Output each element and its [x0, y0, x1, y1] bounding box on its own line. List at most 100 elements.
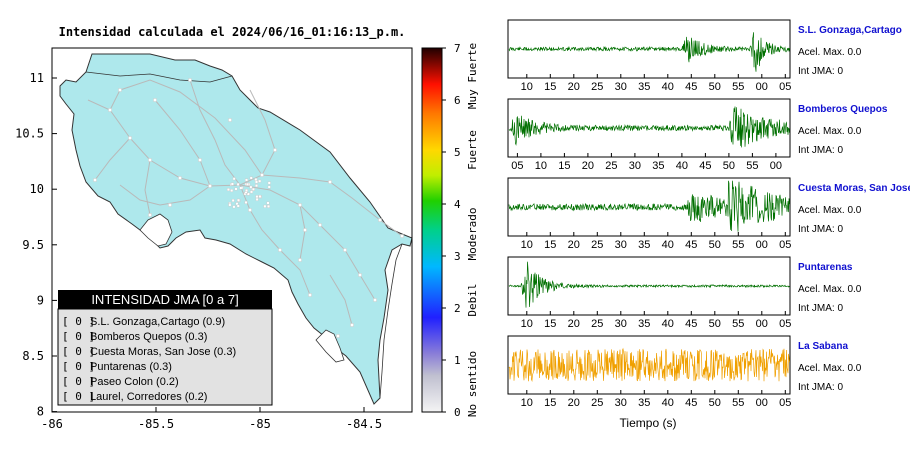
waveform-tick-label: 25 [591, 397, 603, 409]
map-x-tick-label: -85.5 [138, 417, 174, 431]
legend-item: [ 0 ]Laurel, Corredores (0.2) [62, 390, 207, 403]
station-marker [263, 204, 267, 208]
legend-item-intensity: [ 0 ] [62, 375, 95, 388]
station-marker [234, 187, 238, 191]
station-marker [298, 203, 302, 207]
waveform-trace [508, 32, 790, 72]
map-x-tick-label: -85 [249, 417, 271, 431]
station-marker [198, 158, 202, 162]
colorbar-tick-label: 0 [454, 406, 461, 419]
waveform-tick-label: 15 [544, 397, 556, 409]
waveform-trace [508, 106, 790, 148]
station-marker [244, 200, 248, 204]
waveform-tick-label: 35 [652, 160, 664, 172]
waveform-tick-label: 55 [732, 318, 744, 330]
legend-item: [ 0 ]S.L. Gonzaga,Cartago (0.9) [62, 315, 225, 328]
station-marker [248, 208, 252, 212]
legend-item-label: Bomberos Quepos (0.3) [90, 331, 207, 343]
station-marker [236, 182, 240, 186]
station-marker [230, 189, 234, 193]
station-marker [246, 192, 250, 196]
waveform-tick-label: 20 [582, 160, 594, 172]
waveform-tick-label: 30 [615, 318, 627, 330]
station-marker [148, 213, 152, 217]
map-y-tick-label: 8.5 [22, 349, 44, 363]
waveform-tick-label: 30 [615, 397, 627, 409]
nicaragua-border [85, 71, 233, 83]
jma-intensity: Int JMA: 0 [798, 382, 843, 393]
waveform-tick-label: 50 [723, 160, 735, 172]
waveform-trace [508, 180, 790, 232]
station-marker [188, 78, 192, 82]
waveform-tick-label: 00 [756, 397, 768, 409]
colorbar-tick-label: 5 [454, 146, 461, 159]
legend-item-label: Puntarenas (0.3) [90, 361, 172, 373]
station-name: Bomberos Quepos [798, 104, 888, 115]
station-marker [378, 218, 382, 222]
legend-item-intensity: [ 0 ] [62, 390, 95, 403]
waveform-tick-label: 00 [770, 160, 782, 172]
station-marker [232, 205, 236, 209]
waveform-tick-label: 05 [511, 160, 523, 172]
map-y-tick-label: 9.5 [22, 238, 44, 252]
station-marker [258, 195, 262, 198]
max-acceleration: Acel. Max. 0.0 [798, 47, 862, 58]
waveform-tick-label: 45 [685, 239, 697, 251]
waveform-tick-label: 30 [629, 160, 641, 172]
waveform-panel: 10 15 20 25 30 35 40 45 50 55 00 05 Puntarenas Acel. … [507, 256, 862, 330]
x-axis-label: Tiempo (s) [620, 416, 677, 430]
max-acceleration: Acel. Max. 0.0 [798, 205, 862, 216]
station-marker [118, 88, 122, 92]
waveform-tick-label: 45 [685, 81, 697, 93]
golfo-dulce [315, 329, 345, 363]
waveform-tick-label: 10 [535, 160, 547, 172]
legend-item: [ 0 ]Puntarenas (0.3) [62, 360, 172, 373]
station-marker [254, 178, 258, 181]
colorbar-category-label: Muy Fuerte [466, 43, 479, 109]
max-acceleration: Acel. Max. 0.0 [798, 126, 862, 137]
map-x-tick-label: -86 [41, 417, 63, 431]
waveform-tick-label: 05 [779, 81, 791, 93]
map-y-axis: 11 10.5 10 9.5 9 8.5 8 [15, 71, 57, 419]
station-marker [128, 136, 132, 140]
waveform-panel: 05 10 15 20 25 30 35 40 45 50 55 00 Bomberos Quepos A… [507, 98, 888, 172]
station-marker [255, 197, 259, 201]
station-marker [328, 180, 332, 184]
legend-item: [ 0 ]Cuesta Moras, San Jose (0.3) [62, 345, 236, 358]
station-marker [358, 273, 362, 277]
waveform-tick-label: 05 [779, 239, 791, 251]
waveform-tick-label: 35 [638, 81, 650, 93]
waveform-tick-label: 45 [699, 160, 711, 172]
station-marker [255, 180, 258, 184]
station-marker [168, 203, 172, 207]
station-marker [239, 186, 243, 190]
map-x-axis: -86 -85.5 -85 -84.5 [41, 407, 382, 431]
legend-item-label: Paseo Colon (0.2) [90, 376, 179, 388]
colorbar-tick-label: 4 [454, 198, 461, 211]
station-marker [336, 334, 340, 338]
colorbar-tick-label: 7 [454, 42, 461, 55]
station-marker [249, 176, 253, 180]
station-marker [255, 184, 258, 188]
station-markers [93, 78, 404, 338]
station-marker [228, 203, 232, 207]
station-marker [258, 179, 262, 183]
max-acceleration: Acel. Max. 0.0 [798, 284, 862, 295]
waveform-tick-label: 40 [662, 239, 674, 251]
waveform-tick-label: 05 [779, 397, 791, 409]
jma-intensity: Int JMA: 0 [798, 224, 843, 235]
waveform-tick-label: 50 [709, 318, 721, 330]
max-acceleration: Acel. Max. 0.0 [798, 363, 862, 374]
station-marker [108, 108, 112, 112]
station-name: La Sabana [798, 341, 848, 352]
waveform-tick-label: 10 [521, 397, 533, 409]
waveform-tick-label: 15 [544, 239, 556, 251]
map-frame [51, 47, 413, 413]
station-marker [148, 158, 152, 162]
map-y-tick-label: 8 [37, 405, 44, 419]
station-marker [267, 181, 271, 185]
waveform-tick-label: 40 [662, 318, 674, 330]
station-marker [245, 182, 249, 186]
colorbar-category-label: No sentido [466, 351, 479, 417]
nicoya-gulf [139, 213, 173, 247]
